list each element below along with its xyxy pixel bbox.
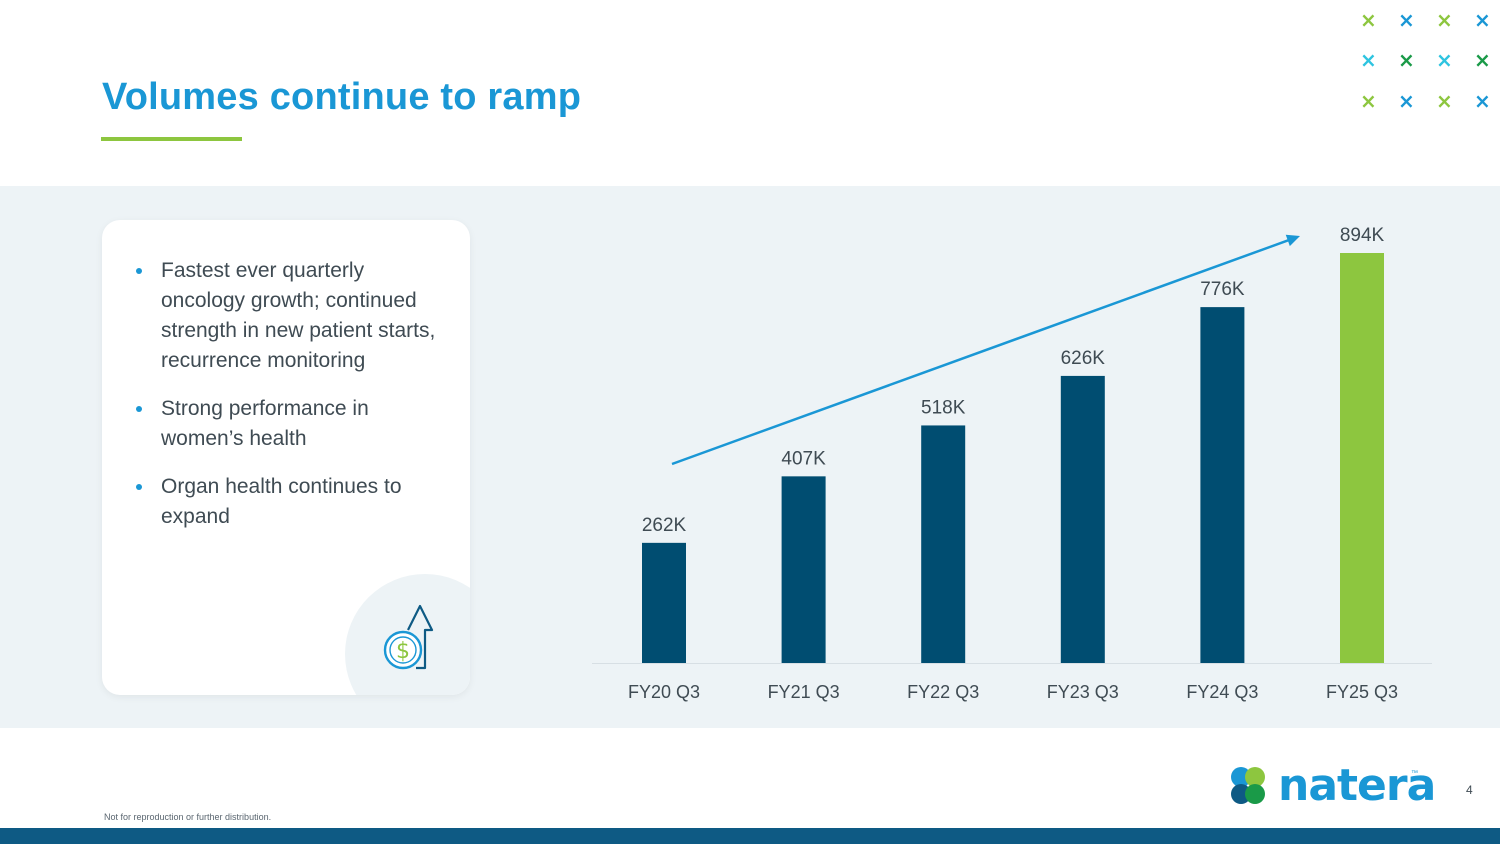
x-tick-label: FY20 Q3: [628, 682, 700, 702]
slide-title: Volumes continue to ramp: [102, 76, 582, 118]
x-mark-icon: ×: [1360, 48, 1377, 72]
data-label: 518K: [921, 397, 966, 418]
data-label: 407K: [781, 448, 826, 469]
decorative-x-pattern: × × × × × × × × × × × ×: [1350, 6, 1500, 116]
revenue-growth-icon: $: [383, 604, 434, 670]
trend-arrow-head-icon: [1285, 234, 1300, 247]
volume-bar-chart: 262K FY20 Q3 407K FY21 Q3 518K FY22 Q3 626K FY2…: [592, 225, 1432, 702]
bullet-item: Strong performance in women’s health: [134, 394, 444, 454]
x-tick-label: FY24 Q3: [1186, 682, 1258, 702]
title-underline: [101, 137, 242, 141]
logo-mark-icon: [1231, 767, 1265, 804]
x-mark-icon: ×: [1436, 48, 1453, 72]
trend-arrow-line: [671, 237, 1295, 466]
footer-note: Not for reproduction or further distribu…: [104, 812, 272, 822]
x-mark-icon: ×: [1474, 48, 1491, 72]
x-tick-label: FY22 Q3: [907, 682, 979, 702]
x-mark-icon: ×: [1436, 8, 1453, 32]
bullet-dot-icon: [136, 268, 142, 274]
bullet-list: Fastest ever quarterly oncology growth; …: [134, 256, 444, 550]
bottom-bar: [0, 828, 1500, 844]
bar-fy24-q3: [1200, 307, 1245, 663]
x-mark-icon: ×: [1436, 89, 1453, 113]
bullet-text: Organ health continues to expand: [161, 475, 402, 528]
bullet-dot-icon: [136, 484, 142, 490]
bar-fy22-q3: [921, 425, 966, 663]
data-label: 626K: [1061, 348, 1106, 369]
bar-fy25-q3: [1340, 253, 1384, 663]
x-mark-icon: ×: [1360, 89, 1377, 113]
x-tick-label: FY25 Q3: [1326, 682, 1398, 702]
x-tick-label: FY23 Q3: [1047, 682, 1119, 702]
x-mark-icon: ×: [1398, 8, 1415, 32]
page-number: 4: [1466, 783, 1473, 797]
highlights-card: Fastest ever quarterly oncology growth; …: [102, 220, 470, 695]
x-mark-icon: ×: [1474, 8, 1491, 32]
bullet-dot-icon: [136, 406, 142, 412]
data-label: 262K: [642, 515, 687, 536]
svg-text:$: $: [396, 639, 410, 664]
bullet-item: Organ health continues to expand: [134, 472, 444, 532]
bar-fy21-q3: [781, 476, 826, 663]
x-mark-icon: ×: [1360, 8, 1377, 32]
x-tick-label: FY21 Q3: [768, 682, 840, 702]
logo-trademark: ™: [1411, 770, 1418, 777]
natera-logo: natera ™: [1228, 760, 1436, 812]
data-label: 894K: [1340, 225, 1385, 246]
x-mark-icon: ×: [1398, 48, 1415, 72]
bullet-text: Fastest ever quarterly oncology growth; …: [161, 259, 436, 372]
data-label: 776K: [1200, 279, 1245, 300]
x-mark-icon: ×: [1474, 89, 1491, 113]
logo-wordmark: natera: [1278, 760, 1436, 811]
x-mark-icon: ×: [1398, 89, 1415, 113]
bullet-item: Fastest ever quarterly oncology growth; …: [134, 256, 444, 376]
bar-fy20-q3: [642, 542, 686, 663]
bar-fy23-q3: [1060, 375, 1105, 663]
bullet-text: Strong performance in women’s health: [161, 397, 369, 450]
